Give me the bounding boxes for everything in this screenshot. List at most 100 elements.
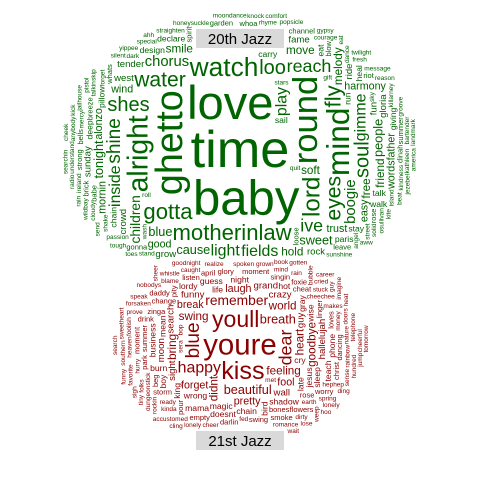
word-20th-garden: garden: [210, 19, 233, 28]
word-21st-bop: bop: [178, 324, 185, 335]
word-21st-remember: remember: [205, 293, 268, 308]
word-21st-break: break: [177, 299, 204, 311]
word-21st-spring: spring: [319, 396, 337, 403]
word-20th-rose: rose: [369, 209, 378, 224]
word-21st-change: change: [152, 296, 177, 305]
word-20th-searchin: searchin: [63, 149, 70, 174]
word-20th-cloudy: cloudy: [90, 201, 97, 221]
word-20th-beat: beat: [397, 192, 404, 205]
word-20th-gloria: gloria: [378, 94, 389, 118]
word-21st-worry: worry: [314, 387, 334, 396]
word-20th-gimme: gimme: [352, 93, 369, 141]
word-21st-whistle: whistle: [159, 271, 180, 278]
word-21st-romance: romance: [273, 421, 299, 428]
word-21st-feeling: feeling: [266, 365, 300, 378]
word-20th-skip: skip: [91, 69, 98, 81]
word-20th-angel: angel: [353, 232, 360, 248]
word-21st-night: night: [230, 274, 249, 284]
word-21st-rose: rose: [300, 391, 315, 400]
word-21st-favorite: favorite: [128, 364, 135, 386]
word-21st-fool: fool: [277, 376, 294, 388]
word-20th-talkin: talkin: [91, 81, 98, 97]
word-21st-folks: folks: [139, 379, 146, 393]
word-20th-boogie: boogie: [343, 179, 359, 223]
word-20th-dinah: dinah: [396, 145, 405, 163]
word-21st-beg: beg: [151, 375, 160, 388]
word-21st-laugh: laugh: [225, 283, 251, 295]
word-21st-burn: burn: [150, 363, 167, 373]
word-20th-move: move: [286, 44, 315, 57]
word-21st-april: april: [201, 268, 216, 277]
word-20th-fields: fields: [241, 243, 278, 260]
word-20th-wordsfather: wordsfather: [385, 133, 397, 190]
word-20th-leave: leave: [333, 242, 351, 251]
word-20th-people: people: [372, 119, 386, 157]
word-20th-comfort: comfort: [265, 13, 287, 20]
word-20th-passion: passion: [106, 234, 129, 241]
word-20th-stay: stay: [348, 223, 364, 233]
word-20th-ride: ride: [344, 64, 355, 80]
word-20th-fun: fun: [368, 102, 379, 115]
word-20th-anybody: anybody: [70, 116, 77, 141]
word-20th-moondance: moondance: [213, 13, 247, 20]
word-21st-ding: ding: [337, 388, 350, 395]
word-20th-heal: heal: [354, 65, 364, 81]
word-21st-king: king: [172, 383, 182, 399]
word-21st-summer: summer: [140, 324, 149, 352]
word-20th-soft: soft: [301, 164, 321, 177]
word-21st-lose: lose: [301, 421, 313, 428]
word-20th-popsicle: popsicle: [279, 19, 303, 26]
word-21st-hoo: hoo: [320, 409, 331, 416]
word-21st-weep: weep: [314, 406, 321, 423]
word-20th-blow: blow: [324, 41, 333, 57]
word-21st-hot: hot: [278, 281, 291, 291]
word-20th-wind: wind: [110, 84, 133, 96]
word-21st-guy: guy: [295, 312, 306, 328]
word-21st-search: search: [166, 305, 177, 334]
word-20th-osullivan: osullivan: [378, 208, 385, 234]
word-21st-empty: empty: [189, 413, 210, 422]
word-20th-round: round: [287, 76, 325, 164]
word-20th-knock: knock: [247, 13, 265, 20]
word-21st-goodnight: goodnight: [172, 260, 201, 267]
word-20th-giving: giving: [388, 107, 398, 130]
word-21st-rain: rain: [291, 270, 302, 277]
word-20th-america: america: [411, 148, 418, 172]
word-20th-shake: shake: [102, 214, 109, 232]
word-21st-breath: breath: [260, 312, 296, 326]
word-20th-alonzo: alonzo: [93, 108, 105, 140]
word-20th-soul: soul: [352, 141, 374, 178]
word-20th-groove: groove: [398, 96, 405, 116]
word-21st-loves: loves: [327, 311, 336, 329]
word-21st-rainbow: rainbow: [345, 345, 352, 368]
word-20th-whats: whats: [105, 64, 114, 85]
word-21st-didnt: didnt: [208, 375, 221, 401]
word-21st-late: late: [296, 377, 306, 391]
word-20th-shine: shine: [104, 118, 125, 163]
word-20th-twilight: twilight: [351, 50, 371, 57]
word-20th-gypsy: gypsy: [317, 27, 335, 34]
word-21st-nature: nature: [343, 326, 350, 345]
word-20th-wash: wash: [142, 224, 149, 241]
word-21st-gray: gray: [297, 294, 307, 311]
word-20th-sail: sail: [275, 115, 288, 125]
word-21st-sweetheart: sweetheart: [119, 307, 126, 339]
word-21st-moon: moon: [156, 338, 167, 362]
word-21st-moment: moment: [242, 267, 270, 276]
word-20th-courage: courage: [314, 34, 338, 41]
word-21st-sheer: sheer: [153, 264, 160, 281]
word-21st-beautiful: beautiful: [224, 383, 272, 397]
word-20th-kite: kite: [385, 209, 392, 220]
word-21st-youll: youll: [212, 306, 260, 332]
word-20th-forget: forget: [99, 69, 106, 86]
word-21st-grand: grand: [254, 280, 279, 291]
word-20th-send: send: [95, 222, 102, 236]
word-20th-roll: roll: [142, 192, 151, 199]
word-20th-mornin: mornin: [97, 181, 109, 214]
word-20th-special: special: [137, 39, 158, 46]
word-21st-blue: blue: [183, 322, 204, 358]
word-20th-channel: channel: [289, 27, 316, 36]
word-21st-heat: heat: [343, 293, 350, 306]
word-20th-killarney: killarney: [388, 83, 395, 108]
